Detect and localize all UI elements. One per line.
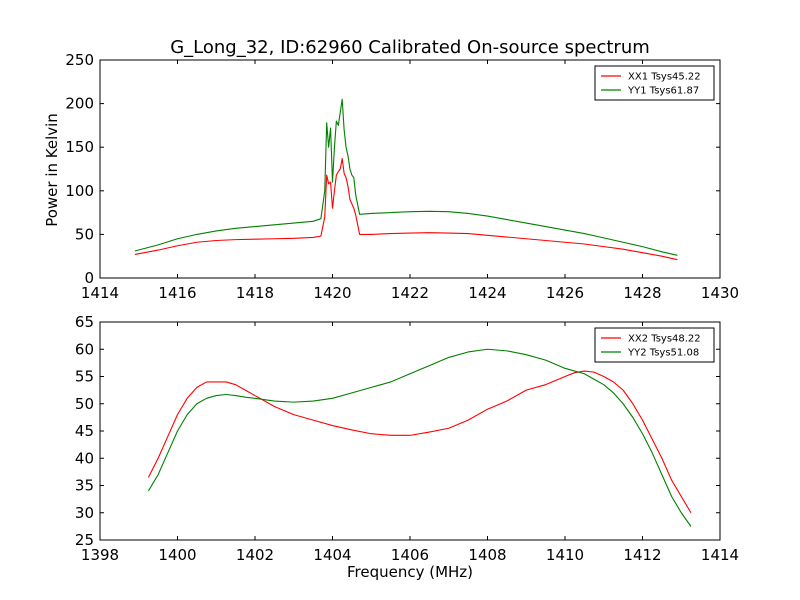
top-x-tick-label: 1420 [313, 284, 351, 302]
top-legend-label-2: YY1 Tsys61.87 [627, 86, 699, 97]
top-series-line-1 [134, 157, 678, 261]
top-x-tick-label: 1418 [236, 284, 274, 302]
top-series-line-2 [134, 98, 678, 256]
top-y-tick-label: 50 [75, 225, 94, 243]
top-legend: XX1 Tsys45.22 YY1 Tsys61.87 [594, 65, 715, 101]
bottom-y-tick-label: 45 [75, 422, 94, 440]
bottom-x-tick-label: 1398 [81, 546, 119, 564]
bottom-legend-box [594, 327, 715, 363]
top-plot: 1414 1416 1418 1420 1422 1424 1426 1428 1430 0 50 1… [65, 51, 739, 302]
bottom-y-tick-label: 35 [75, 477, 94, 495]
bottom-x-tick-label: 1406 [391, 546, 429, 564]
top-legend-box [594, 65, 715, 101]
bottom-x-tick-label: 1412 [623, 546, 661, 564]
top-y-tick-label: 150 [65, 138, 94, 156]
bottom-x-tick-label: 1402 [236, 546, 274, 564]
top-y-tick-label: 200 [65, 95, 94, 113]
top-x-tick-label: 1428 [623, 284, 661, 302]
bottom-x-axis-label: Frequency (MHz) [347, 563, 473, 581]
bottom-x-tick-label: 1414 [701, 546, 739, 564]
bottom-y-tick-label: 40 [75, 449, 94, 467]
bottom-plot: 1398 1400 1402 1404 1406 1408 1410 1412 1414 25 30… [75, 313, 739, 564]
bottom-legend-label-1: XX2 Tsys48.22 [628, 334, 701, 345]
bottom-y-tick-label: 30 [75, 504, 94, 522]
top-y-tick-label: 0 [84, 269, 94, 287]
bottom-x-tick-label: 1400 [158, 546, 196, 564]
top-x-tick-label: 1414 [81, 284, 119, 302]
top-y-tick-label: 100 [65, 182, 94, 200]
top-y-axis-label: Power in Kelvin [43, 113, 61, 227]
top-y-tick-label: 250 [65, 51, 94, 69]
bottom-series-line-2 [147, 348, 692, 527]
bottom-legend-label-2: YY2 Tsys51.08 [627, 348, 699, 359]
top-x-tick-label: 1430 [701, 284, 739, 302]
bottom-series-line-1 [147, 370, 692, 514]
bottom-y-tick-label: 50 [75, 395, 94, 413]
top-x-tick-label: 1424 [468, 284, 506, 302]
bottom-y-tick-label: 55 [75, 368, 94, 386]
top-legend-label-1: XX1 Tsys45.22 [628, 72, 701, 83]
top-x-tick-label: 1426 [546, 284, 584, 302]
bottom-x-tick-label: 1408 [468, 546, 506, 564]
bottom-y-tick-label: 25 [75, 531, 94, 549]
bottom-y-tick-label: 60 [75, 340, 94, 358]
top-x-tick-label: 1416 [158, 284, 196, 302]
bottom-legend: XX2 Tsys48.22 YY2 Tsys51.08 [594, 327, 715, 363]
top-x-tick-label: 1422 [391, 284, 429, 302]
bottom-x-tick-label: 1410 [546, 546, 584, 564]
bottom-x-tick-label: 1404 [313, 546, 351, 564]
chart-title: G_Long_32, ID:62960 Calibrated On-source… [170, 37, 650, 58]
bottom-y-tick-label: 65 [75, 313, 94, 331]
